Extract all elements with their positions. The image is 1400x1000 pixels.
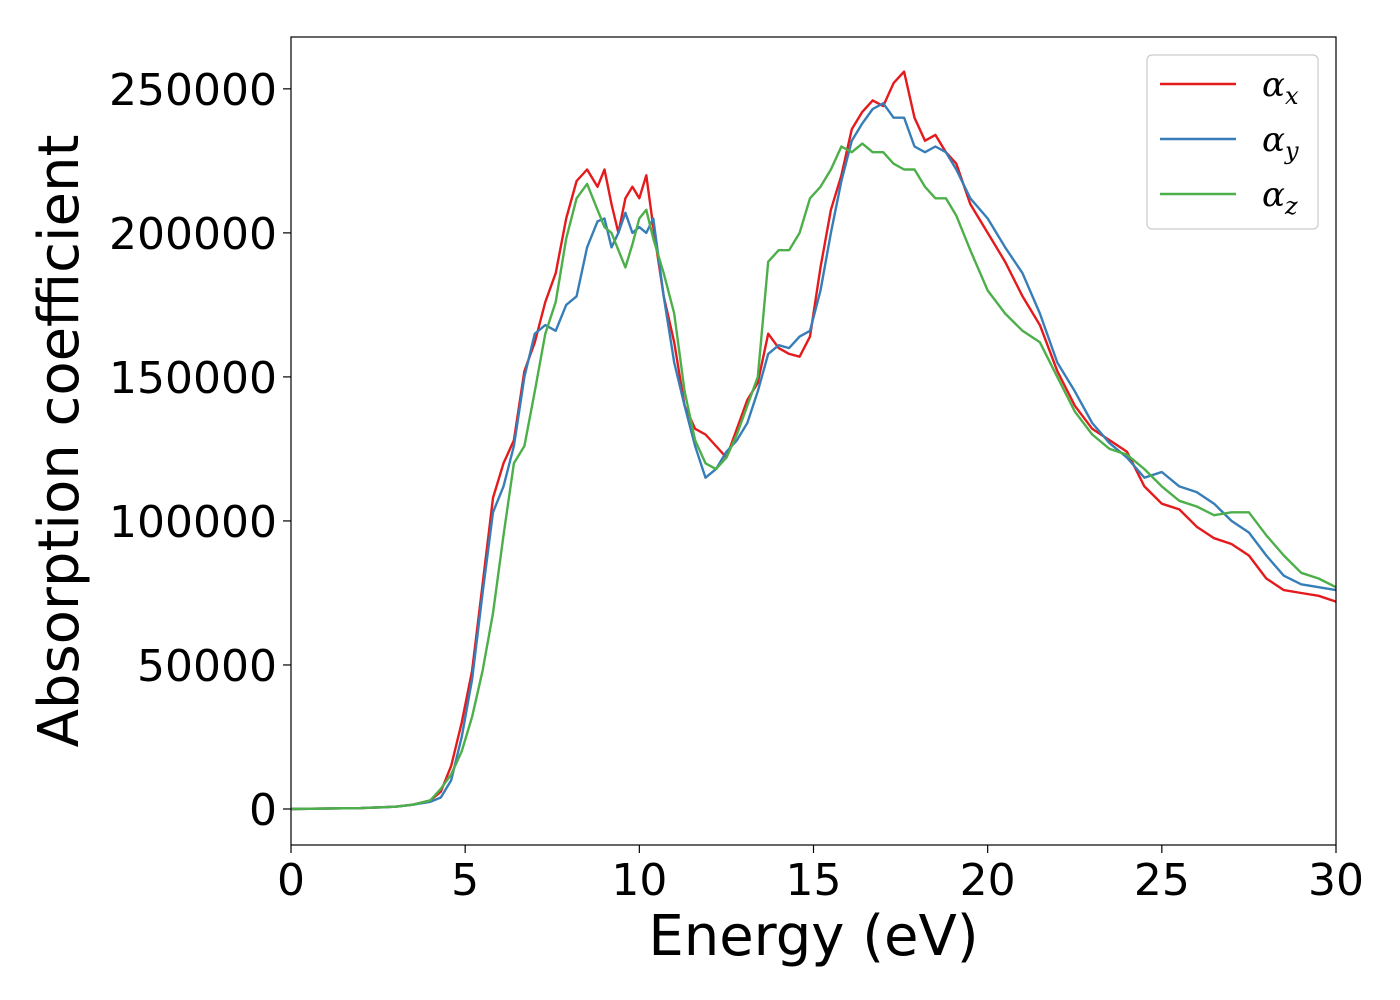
legend-label-base: α	[1262, 175, 1285, 215]
series-layer	[290, 70, 1337, 811]
y-tick-label: 150000	[109, 353, 277, 404]
legend-label-base: α	[1262, 120, 1285, 160]
legend-label-subscript: y	[1284, 137, 1299, 165]
y-tick-label: 100000	[109, 497, 277, 548]
x-tick-label: 5	[451, 855, 479, 906]
x-tick-label: 25	[1134, 855, 1190, 906]
legend-box	[1146, 54, 1319, 230]
x-tick-label: 15	[786, 855, 842, 906]
y-axis-ticks: 0 50000 100000 150000 200000 250000	[109, 65, 291, 836]
x-tick-label: 20	[960, 855, 1016, 906]
legend-label-subscript: x	[1285, 82, 1299, 110]
y-tick-label: 250000	[109, 65, 277, 116]
legend-label-z: αz	[1262, 175, 1298, 220]
legend-label-subscript: z	[1284, 192, 1298, 220]
y-axis-title: Absorption coefficient	[27, 135, 92, 748]
y-tick-label: 200000	[109, 209, 277, 260]
legend-label-y: αy	[1262, 120, 1299, 165]
x-axis-title: Energy (eV)	[648, 904, 978, 969]
x-tick-label: 0	[277, 855, 305, 906]
legend-label-base: α	[1262, 65, 1285, 105]
x-tick-label: 10	[611, 855, 667, 906]
y-tick-label: 50000	[137, 641, 277, 692]
series-line-z	[290, 142, 1337, 811]
legend-label-x: αx	[1262, 65, 1299, 110]
series-line-y	[290, 102, 1337, 811]
x-tick-label: 30	[1308, 855, 1364, 906]
x-axis-ticks: 0 5 10 15 20 25 30	[277, 845, 1364, 906]
y-tick-label: 0	[249, 785, 277, 836]
